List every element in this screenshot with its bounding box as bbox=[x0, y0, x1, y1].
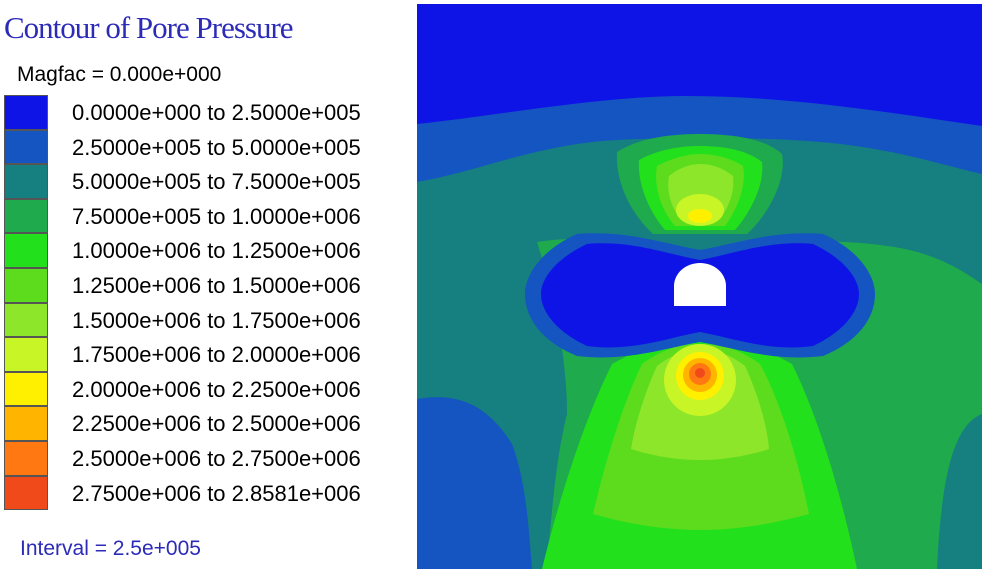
legend-swatch bbox=[4, 129, 48, 165]
legend-range-label: 1.7500e+006 to 2.0000e+006 bbox=[72, 342, 361, 368]
tunnel-opening bbox=[674, 263, 726, 306]
legend-swatch bbox=[4, 198, 48, 234]
contour-region-level-8 bbox=[688, 209, 712, 223]
plot-title: Contour of Pore Pressure bbox=[4, 10, 294, 45]
legend-range-label: 7.5000e+005 to 1.0000e+006 bbox=[72, 203, 361, 229]
legend-swatch bbox=[4, 164, 48, 199]
legend-range-label: 2.2500e+006 to 2.5000e+006 bbox=[72, 411, 361, 437]
legend-range-label: 2.5000e+005 to 5.0000e+005 bbox=[72, 134, 361, 160]
legend-range-label: 2.5000e+006 to 2.7500e+006 bbox=[72, 445, 361, 471]
legend-swatch bbox=[4, 95, 48, 130]
legend-range-label: 2.0000e+006 to 2.2500e+006 bbox=[72, 376, 361, 402]
legend-swatch bbox=[4, 475, 48, 511]
contour-region-level-1 bbox=[417, 397, 532, 569]
pore-pressure-contour-plot bbox=[417, 4, 982, 569]
legend-range-label: 1.2500e+006 to 1.5000e+006 bbox=[72, 272, 361, 298]
legend-range-label: 2.7500e+006 to 2.8581e+006 bbox=[72, 480, 361, 506]
legend-range-label: 1.0000e+006 to 1.2500e+006 bbox=[72, 238, 361, 264]
legend-swatch bbox=[4, 440, 48, 476]
magfac-label: Magfac = 0.000e+000 bbox=[17, 63, 222, 86]
legend-swatch bbox=[4, 302, 48, 338]
legend-range-label: 1.5000e+006 to 1.7500e+006 bbox=[72, 307, 361, 333]
legend-swatch bbox=[4, 233, 48, 268]
legend-swatch bbox=[4, 371, 48, 407]
interval-label: Interval = 2.5e+005 bbox=[20, 537, 201, 560]
legend-swatch bbox=[4, 267, 48, 303]
contour-region-level-11 bbox=[695, 368, 705, 378]
legend-swatch bbox=[4, 406, 48, 441]
legend-range-label: 5.0000e+005 to 7.5000e+005 bbox=[72, 169, 361, 195]
legend-range-label: 0.0000e+000 to 2.5000e+005 bbox=[72, 100, 361, 125]
legend-swatch bbox=[4, 337, 48, 372]
